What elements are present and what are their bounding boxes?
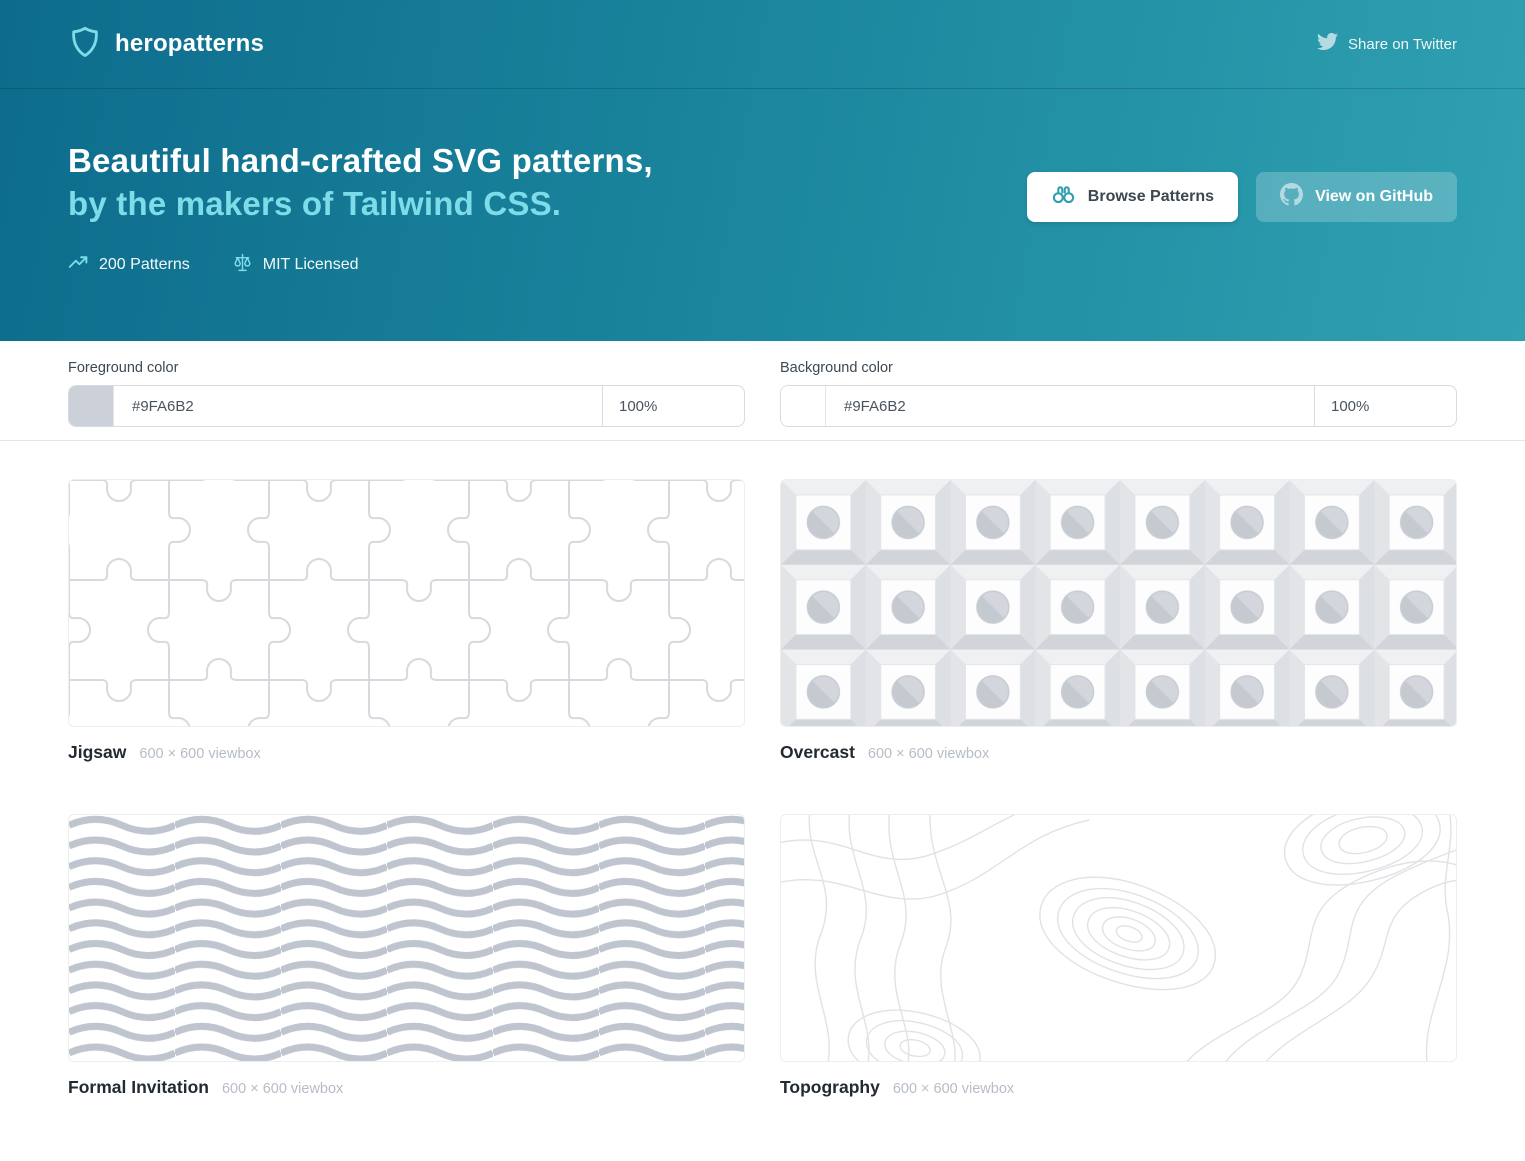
stats-row: 200 Patterns MIT Licensed <box>68 252 653 278</box>
foreground-color-row <box>68 385 745 427</box>
pattern-name-overcast[interactable]: Overcast <box>780 742 855 762</box>
pattern-caption: Overcast 600 × 600 viewbox <box>780 742 1457 763</box>
color-controls: Foreground color Background color <box>0 341 1525 441</box>
scales-icon <box>232 252 253 278</box>
hero-body: Beautiful hand-crafted SVG patterns, by … <box>0 89 1525 278</box>
github-icon <box>1280 183 1304 211</box>
background-color-swatch[interactable] <box>781 386 826 426</box>
brand-logo[interactable]: heropatterns <box>68 25 264 64</box>
pattern-caption: Jigsaw 600 × 600 viewbox <box>68 742 745 763</box>
foreground-color-group: Foreground color <box>68 360 745 440</box>
headline-line1: Beautiful hand-crafted SVG patterns, <box>68 142 653 179</box>
stat-pattern-count: 200 Patterns <box>68 252 190 278</box>
background-color-group: Background color <box>780 360 1457 440</box>
pattern-card-topography: Topography 600 × 600 viewbox <box>780 814 1457 1098</box>
share-on-twitter-link[interactable]: Share on Twitter <box>1317 31 1457 57</box>
browse-patterns-label: Browse Patterns <box>1087 188 1215 205</box>
pattern-preview-jigsaw <box>68 479 745 727</box>
twitter-icon <box>1317 31 1339 57</box>
foreground-opacity-input[interactable] <box>602 386 744 426</box>
cta-row: Browse Patterns View on GitHub <box>1026 172 1457 222</box>
foreground-hex-input[interactable] <box>114 386 602 426</box>
nav-bar: heropatterns Share on Twitter <box>0 0 1525 89</box>
pattern-caption: Formal Invitation 600 × 600 viewbox <box>68 1077 745 1098</box>
stat-label: MIT Licensed <box>262 256 359 273</box>
pattern-name-formal-invitation[interactable]: Formal Invitation <box>68 1077 209 1097</box>
pattern-card-overcast: Overcast 600 × 600 viewbox <box>780 479 1457 763</box>
pattern-viewbox: 600 × 600 viewbox <box>221 1081 344 1097</box>
pattern-card-jigsaw: Jigsaw 600 × 600 viewbox <box>68 479 745 763</box>
view-on-github-button[interactable]: View on GitHub <box>1256 172 1457 222</box>
binoculars-icon <box>1051 182 1076 212</box>
stat-license: MIT Licensed <box>232 252 359 278</box>
pattern-viewbox: 600 × 600 viewbox <box>139 746 261 762</box>
hero-header: heropatterns Share on Twitter Beautiful … <box>0 0 1525 341</box>
brand-name: heropatterns <box>115 30 265 57</box>
stat-label: 200 Patterns <box>99 256 190 273</box>
background-color-label: Background color <box>780 360 893 376</box>
pattern-viewbox: 600 × 600 viewbox <box>867 746 990 762</box>
pattern-name-topography[interactable]: Topography <box>780 1077 880 1097</box>
background-color-row <box>780 385 1457 427</box>
pattern-grid: Jigsaw 600 × 600 viewbox <box>0 441 1525 1098</box>
shield-icon <box>68 25 102 64</box>
share-label: Share on Twitter <box>1348 35 1457 53</box>
browse-patterns-button[interactable]: Browse Patterns <box>1026 172 1239 222</box>
pattern-caption: Topography 600 × 600 viewbox <box>780 1077 1457 1098</box>
foreground-color-swatch[interactable] <box>69 386 114 426</box>
page-title: Beautiful hand-crafted SVG patterns, by … <box>68 139 653 225</box>
pattern-preview-topography <box>780 814 1457 1062</box>
view-on-github-label: View on GitHub <box>1315 188 1433 205</box>
foreground-color-label: Foreground color <box>68 360 179 376</box>
pattern-viewbox: 600 × 600 viewbox <box>892 1081 1015 1097</box>
trending-up-icon <box>68 252 89 278</box>
pattern-preview-overcast <box>780 479 1457 727</box>
pattern-preview-formal-invitation <box>68 814 745 1062</box>
background-hex-input[interactable] <box>826 386 1314 426</box>
pattern-name-jigsaw[interactable]: Jigsaw <box>68 742 127 762</box>
pattern-card-formal-invitation: Formal Invitation 600 × 600 viewbox <box>68 814 745 1098</box>
headline-line2: by the makers of Tailwind CSS. <box>68 185 562 222</box>
background-opacity-input[interactable] <box>1314 386 1456 426</box>
